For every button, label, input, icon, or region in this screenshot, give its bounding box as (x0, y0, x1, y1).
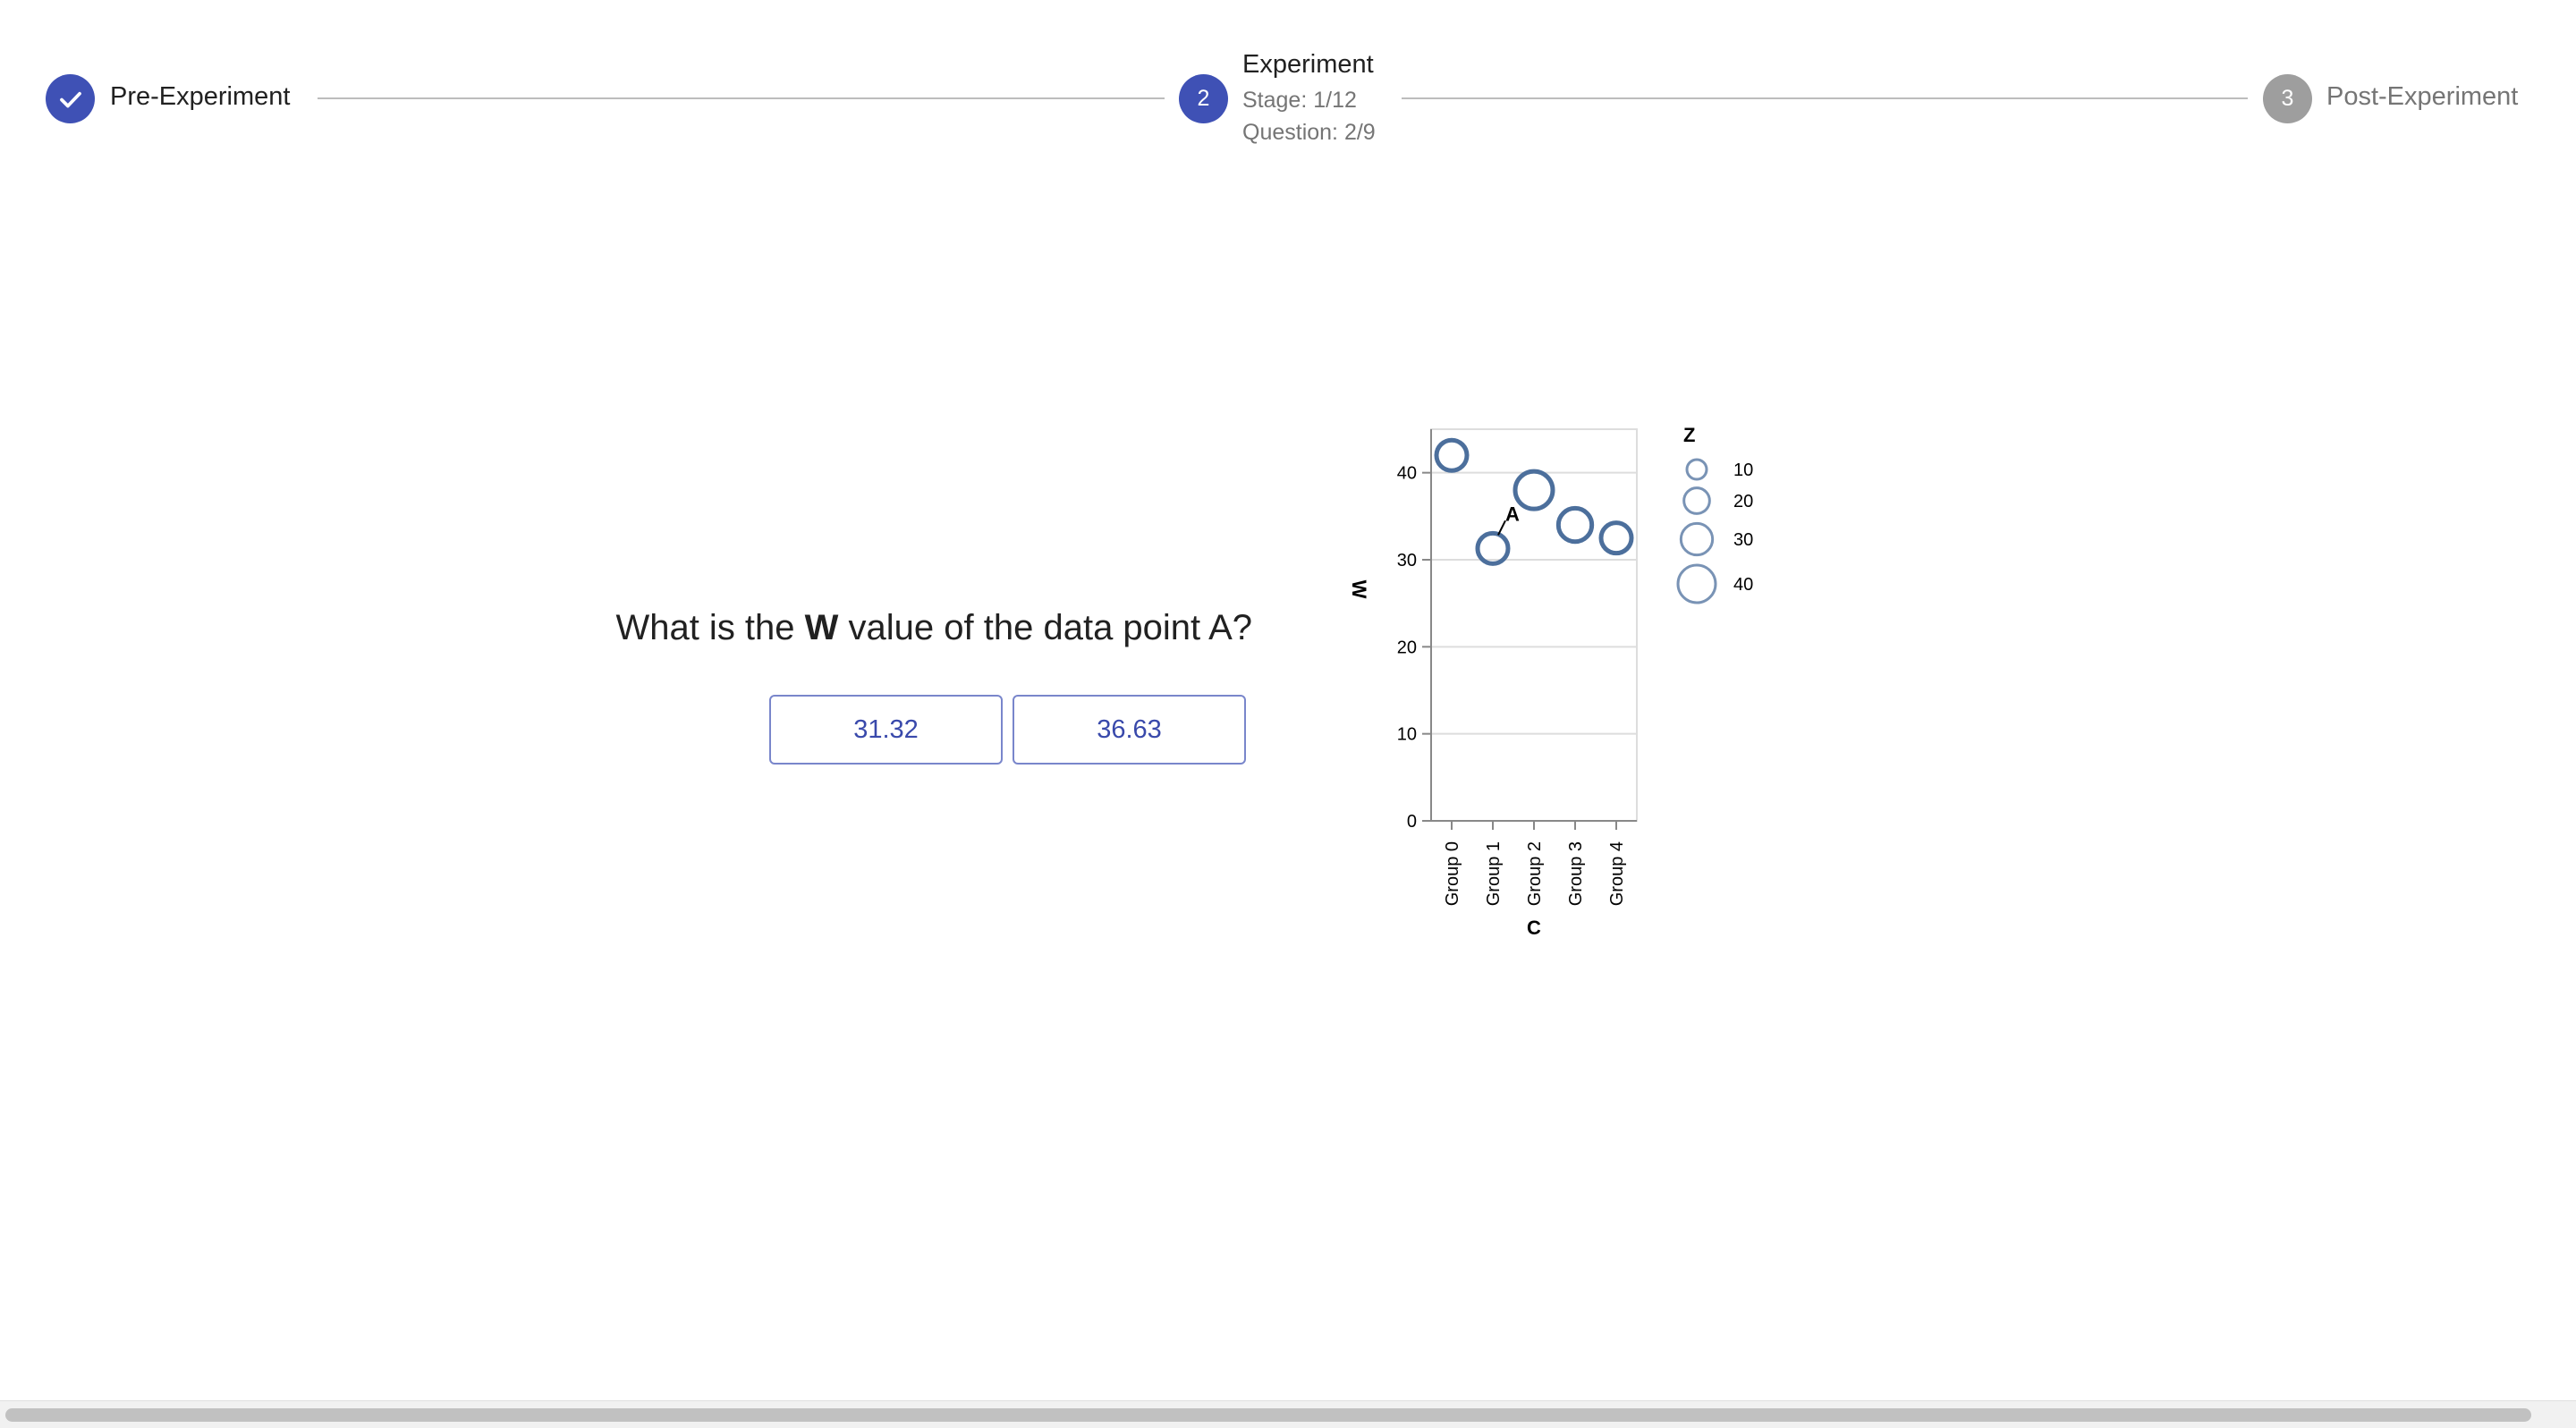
legend-symbol (1679, 521, 1715, 557)
data-point (1434, 437, 1470, 473)
horizontal-scrollbar[interactable] (0, 1400, 2576, 1428)
data-point (1598, 520, 1634, 556)
step-1-check-icon (46, 74, 95, 123)
question-text: What is the W value of the data point A? (572, 608, 1252, 648)
question-prefix: What is the (615, 608, 805, 647)
x-axis-label: C (1527, 917, 1541, 939)
x-tick-label: Group 2 (1525, 841, 1545, 906)
step-2-stage: Stage: 1/12 (1242, 88, 1357, 113)
scatter-chart: 0 10 20 30 40 W Group 0 Group 1 Group 2 Group 3 Gr… (1348, 424, 1753, 939)
step-connector-2 (1402, 97, 2248, 99)
legend-symbol (1676, 563, 1717, 604)
legend-label: 10 (1733, 461, 1753, 480)
progress-stepper: Pre-Experiment 2 Experiment Stage: 1/12 … (0, 0, 2576, 179)
y-tick-label: 10 (1397, 725, 1417, 745)
annotation-label: A (1505, 503, 1520, 525)
data-point (1475, 530, 1511, 566)
legend-symbol (1685, 458, 1708, 481)
y-axis-label: W (1348, 580, 1370, 599)
step-3-label: Post-Experiment (2326, 82, 2519, 111)
check-icon (59, 91, 81, 107)
legend-symbol (1682, 486, 1711, 515)
data-point (1513, 469, 1555, 511)
answer-button-2[interactable]: 36.63 (1013, 695, 1246, 765)
answer-button-1[interactable]: 31.32 (769, 695, 1003, 765)
step-2-question: Question: 2/9 (1242, 120, 1376, 145)
question-variable: W (804, 608, 839, 647)
y-tick-label: 0 (1407, 812, 1417, 832)
step-2-label: Experiment (1242, 50, 1374, 79)
annotation-line (1497, 520, 1506, 536)
scrollbar-thumb[interactable] (5, 1408, 2531, 1422)
step-connector-1 (318, 97, 1165, 99)
legend-label: 20 (1733, 492, 1753, 511)
step-1-label: Pre-Experiment (110, 82, 291, 111)
legend-label: 40 (1733, 575, 1753, 595)
legend-label: 30 (1733, 530, 1753, 550)
y-tick-label: 30 (1397, 551, 1417, 570)
x-tick-label: Group 4 (1607, 841, 1627, 906)
x-tick-label: Group 3 (1566, 841, 1586, 906)
question-suffix: value of the data point A? (838, 608, 1252, 647)
step-2-number: 2 (1179, 74, 1228, 123)
plot-frame (1430, 428, 1638, 822)
y-tick-label: 20 (1397, 638, 1417, 657)
x-tick-label: Group 1 (1484, 841, 1504, 906)
step-3-number: 3 (2263, 74, 2312, 123)
legend-title: Z (1683, 424, 1695, 446)
x-tick-label: Group 0 (1443, 841, 1462, 906)
y-tick-label: 40 (1397, 464, 1417, 484)
data-point (1555, 505, 1595, 545)
